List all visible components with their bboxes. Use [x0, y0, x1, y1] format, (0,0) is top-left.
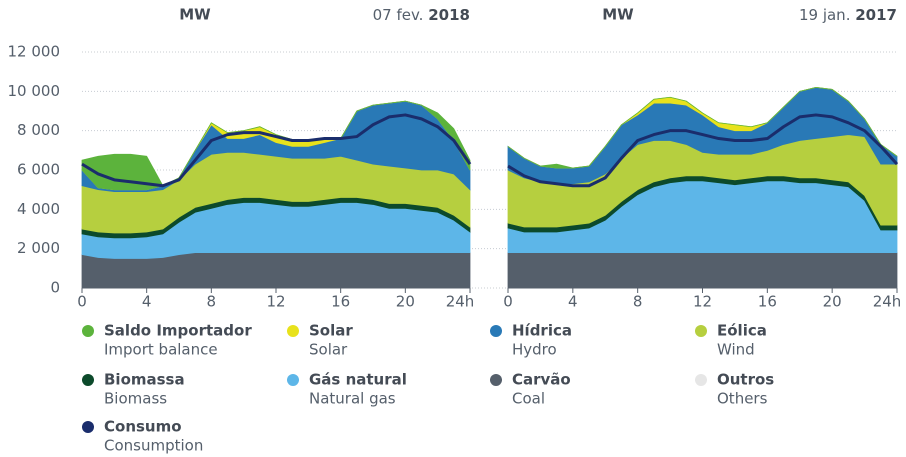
- x-tick-label: 20: [396, 293, 415, 311]
- y-tick-label: 4 000: [17, 200, 60, 218]
- legend-label: Solar: [309, 322, 353, 340]
- legend-sublabel: Biomass: [104, 390, 167, 408]
- legend-label: Saldo Importador: [104, 322, 252, 340]
- x-tick-label: 24h: [446, 293, 475, 311]
- x-tick-label: 0: [503, 293, 513, 311]
- consumption-line: [507, 113, 899, 188]
- date-year: 2017: [855, 6, 897, 24]
- legend-swatch: [287, 325, 299, 337]
- date: 07 fev. 2018: [373, 6, 470, 24]
- legend-sublabel: Import balance: [104, 341, 218, 359]
- legend-label: Hídrica: [512, 322, 572, 340]
- y-tick-label: 10 000: [8, 82, 61, 100]
- date-day: 07 fev.: [373, 6, 424, 24]
- legend-label: Consumo: [104, 418, 182, 436]
- legend-swatch: [82, 374, 94, 386]
- x-tick-label: 4: [142, 293, 152, 311]
- date: 19 jan. 2017: [799, 6, 897, 24]
- x-tick-label: 16: [758, 293, 777, 311]
- x-tick-label: 8: [633, 293, 643, 311]
- consumption-line: [81, 113, 472, 188]
- x-tick-label: 4: [568, 293, 578, 311]
- date-year: 2018: [428, 6, 470, 24]
- unit: MW: [179, 6, 211, 24]
- legend-swatch: [82, 325, 94, 337]
- y-tick-label: 0: [50, 279, 60, 297]
- legend-sublabel: Natural gas: [309, 390, 396, 408]
- legend-sublabel: Wind: [717, 341, 755, 359]
- x-tick-label: 12: [266, 293, 285, 311]
- legend-swatch: [490, 325, 502, 337]
- area: [507, 86, 898, 169]
- legend-sublabel: Solar: [309, 341, 348, 359]
- y-tick-label: 12 000: [8, 43, 61, 61]
- y-tick-label: 8 000: [17, 121, 60, 139]
- legend-swatch: [287, 374, 299, 386]
- legend-swatch: [695, 374, 707, 386]
- y-tick-label: 6 000: [17, 161, 60, 179]
- legend-label: Eólica: [717, 322, 767, 340]
- x-tick-label: 24h: [873, 293, 902, 311]
- x-tick-label: 20: [823, 293, 842, 311]
- area: [507, 252, 898, 289]
- legend-swatch: [695, 325, 707, 337]
- unit: MW: [602, 6, 634, 24]
- legend-label: Gás natural: [309, 371, 407, 389]
- legend-sublabel: Others: [717, 390, 768, 408]
- y-tick-label: 2 000: [17, 239, 60, 257]
- legend-label: Carvão: [512, 371, 571, 389]
- legend-swatch: [490, 374, 502, 386]
- date-day: 19 jan.: [799, 6, 851, 24]
- legend-sublabel: Hydro: [512, 341, 557, 359]
- legend-sublabel: Coal: [512, 390, 545, 408]
- legend-swatch: [82, 421, 94, 433]
- x-tick-label: 0: [77, 293, 87, 311]
- x-tick-label: 16: [331, 293, 350, 311]
- x-tick-label: 8: [207, 293, 217, 311]
- legend-label: Outros: [717, 371, 774, 389]
- x-tick-label: 12: [693, 293, 712, 311]
- legend-sublabel: Consumption: [104, 437, 203, 455]
- legend-label: Biomassa: [104, 371, 185, 389]
